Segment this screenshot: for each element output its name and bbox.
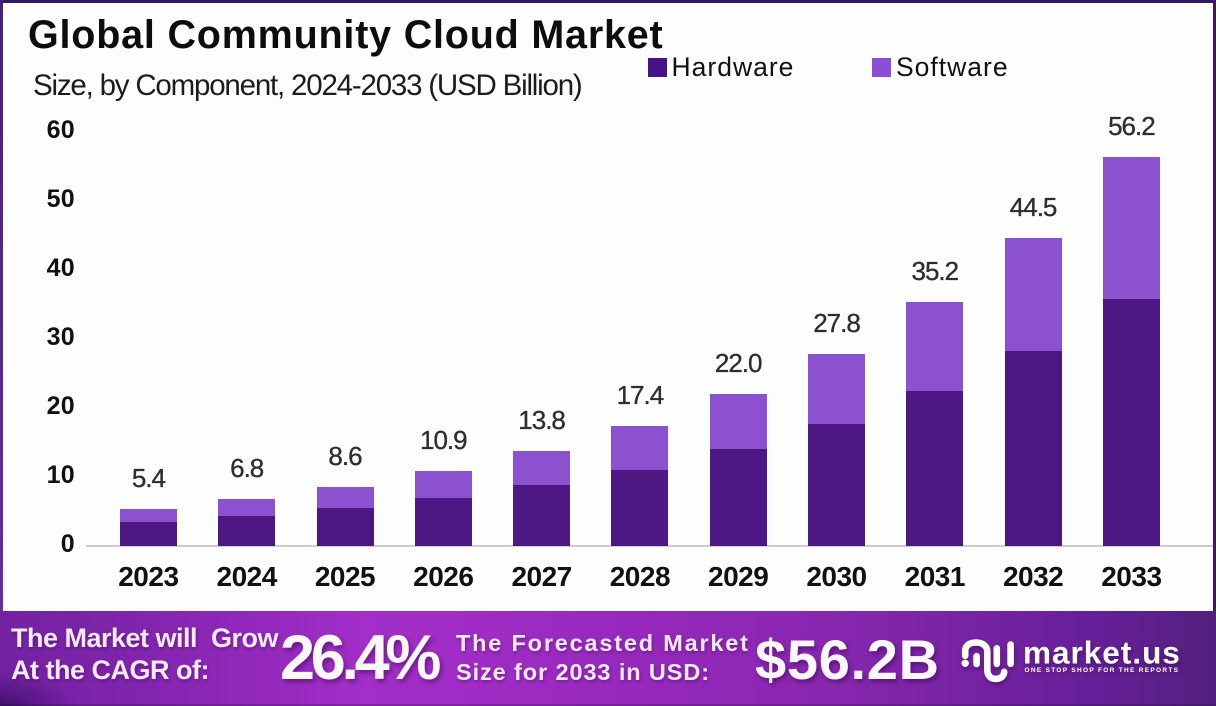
svg-text:market.us: market.us [1023,635,1181,671]
svg-text:ONE STOP SHOP FOR THE REPORTS: ONE STOP SHOP FOR THE REPORTS [1025,667,1180,674]
